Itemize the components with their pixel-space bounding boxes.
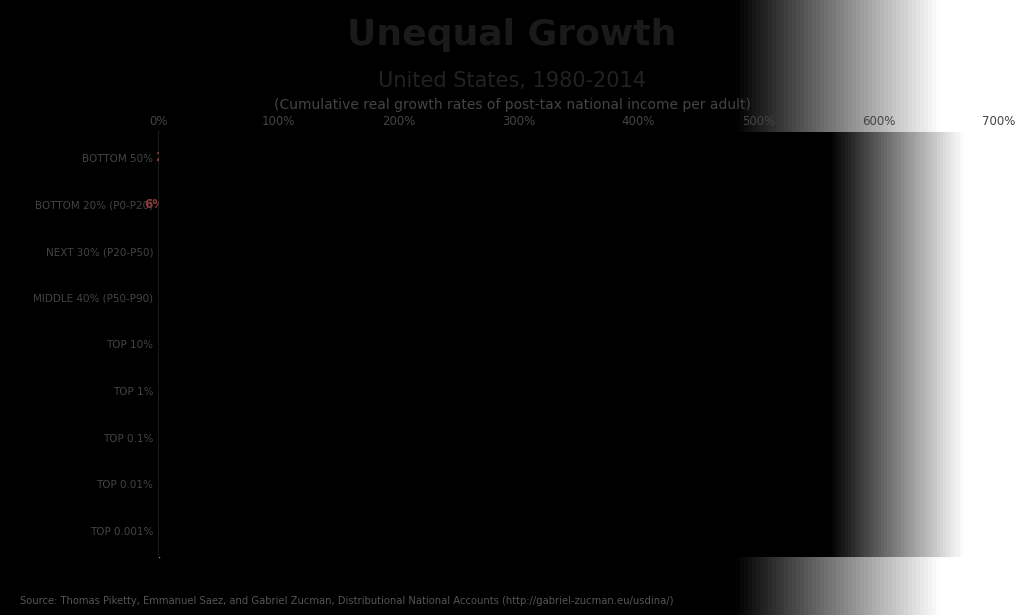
Bar <box>159 145 184 171</box>
Bar <box>159 331 294 357</box>
Text: 194%: 194% <box>354 384 390 397</box>
Bar <box>159 192 166 217</box>
Text: 6%: 6% <box>144 198 165 211</box>
Text: United States, 1980-2014: United States, 1980-2014 <box>378 71 646 91</box>
Bar <box>159 518 898 544</box>
Text: 49%: 49% <box>188 292 216 304</box>
Text: 113%: 113% <box>257 338 293 351</box>
Text: 423%: 423% <box>629 478 665 491</box>
Text: 298%: 298% <box>478 431 515 444</box>
Bar <box>159 378 391 404</box>
Bar <box>159 239 189 264</box>
Text: Unequal Growth: Unequal Growth <box>347 18 677 52</box>
Text: 26%: 26% <box>161 245 188 258</box>
Text: 616%: 616% <box>860 525 896 538</box>
Text: 21%: 21% <box>155 151 182 164</box>
Text: Source: Thomas Piketty, Emmanuel Saez, and Gabriel Zucman, Distributional Nation: Source: Thomas Piketty, Emmanuel Saez, a… <box>20 596 674 606</box>
Bar <box>159 472 667 497</box>
Bar <box>159 285 217 311</box>
Bar <box>159 425 516 451</box>
Text: (Cumulative real growth rates of post-tax national income per adult): (Cumulative real growth rates of post-ta… <box>273 98 751 113</box>
